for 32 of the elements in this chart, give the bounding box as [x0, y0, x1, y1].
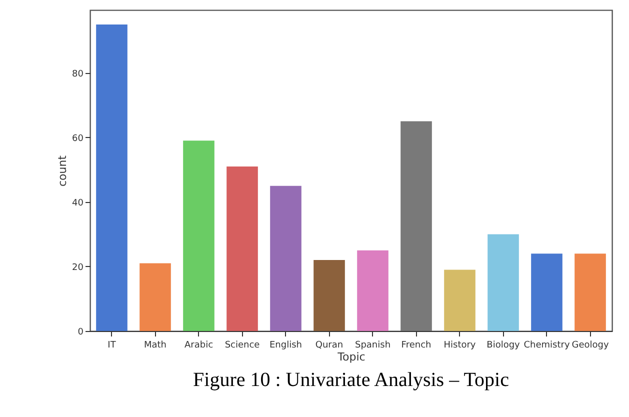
- bar: [183, 140, 214, 331]
- x-axis-title: Topic: [336, 350, 366, 364]
- y-tick-label: 60: [72, 134, 84, 144]
- bar: [314, 260, 345, 331]
- x-tick-label: Quran: [315, 340, 344, 350]
- x-tick-label: Geology: [572, 340, 610, 350]
- bar: [270, 186, 302, 331]
- bar: [140, 263, 171, 331]
- bar: [444, 270, 476, 331]
- x-tick-label: Science: [224, 340, 260, 350]
- bar: [400, 121, 432, 331]
- y-tick-label: 0: [78, 328, 84, 338]
- x-tick-label: IT: [108, 340, 116, 350]
- x-tick-label: Arabic: [184, 340, 214, 350]
- x-tick-label: Chemistry: [524, 340, 570, 350]
- x-tick-label: French: [401, 340, 432, 350]
- y-tick-label: 40: [72, 198, 84, 208]
- x-tick-label: Math: [144, 340, 167, 350]
- y-tick-label: 20: [72, 262, 84, 273]
- bar: [574, 254, 606, 331]
- bar: [357, 250, 388, 331]
- bar: [488, 234, 519, 331]
- bar: [226, 166, 258, 331]
- x-tick-label: English: [270, 340, 302, 350]
- caption: Figure 10 : Univariate Analysis – Topic: [193, 369, 510, 391]
- bar: [96, 24, 128, 331]
- bar: [531, 254, 562, 331]
- y-axis-title: count: [56, 154, 70, 187]
- y-tick-label: 80: [72, 69, 84, 80]
- x-tick-label: History: [444, 340, 476, 350]
- x-tick-label: Biology: [486, 340, 521, 350]
- x-tick-label: Spanish: [354, 340, 391, 350]
